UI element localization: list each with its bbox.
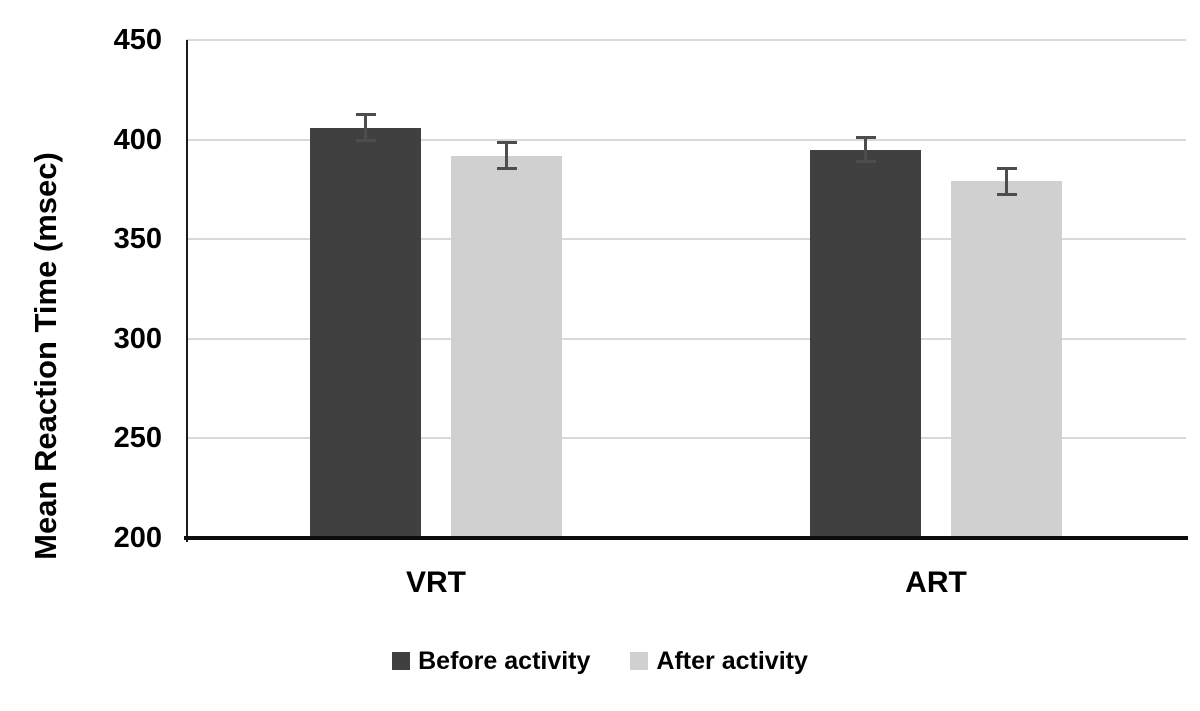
error-bar-cap-top <box>855 136 876 140</box>
gridline-350 <box>186 238 1186 241</box>
legend-item-after-activity: After activity <box>630 646 808 676</box>
error-bar-cap-bottom <box>496 166 517 170</box>
error-bar-before-activity-art <box>864 137 867 162</box>
bar-before-activity-vrt <box>310 127 421 538</box>
gridline-250 <box>186 437 1186 440</box>
error-bar-cap-top <box>496 141 517 145</box>
bar-before-activity-art <box>810 149 921 538</box>
error-bar-cap-bottom <box>855 160 876 163</box>
x-label-vrt: VRT <box>406 566 466 599</box>
legend-swatch-after-activity <box>630 652 649 670</box>
legend-item-before-activity: Before activity <box>392 646 590 676</box>
bar-after-activity-art <box>951 181 1062 538</box>
x-label-art: ART <box>905 566 967 599</box>
y-tick-label-350: 350 <box>113 223 162 256</box>
y-tick-label-300: 300 <box>113 322 162 355</box>
error-bar-after-activity-art <box>1005 168 1008 195</box>
y-tick-label-250: 250 <box>113 422 162 455</box>
y-tick-label-400: 400 <box>113 123 162 156</box>
gridline-450 <box>186 39 1186 41</box>
plot-area <box>184 39 1188 542</box>
error-bar-cap-bottom <box>996 192 1017 196</box>
y-axis-title: Mean Reaction Time (msec) <box>28 152 63 560</box>
y-tick-label-200: 200 <box>113 522 162 554</box>
error-bar-cap-top <box>996 166 1017 170</box>
gridline-400 <box>186 138 1186 141</box>
y-axis-line <box>186 40 188 542</box>
legend-label-before-activity: Before activity <box>418 647 591 675</box>
legend: Before activity After activity <box>0 646 1200 676</box>
legend-swatch-before-activity <box>392 652 411 670</box>
legend-label-after-activity: After activity <box>656 647 808 675</box>
error-bar-cap-bottom <box>355 139 376 143</box>
bar-after-activity-vrt <box>451 155 562 538</box>
y-tick-label-450: 450 <box>113 24 162 56</box>
x-axis-line <box>184 536 1188 540</box>
gridline-300 <box>186 337 1186 340</box>
error-bar-before-activity-vrt <box>364 114 367 141</box>
error-bar-cap-top <box>355 113 376 117</box>
error-bar-after-activity-vrt <box>505 142 508 169</box>
